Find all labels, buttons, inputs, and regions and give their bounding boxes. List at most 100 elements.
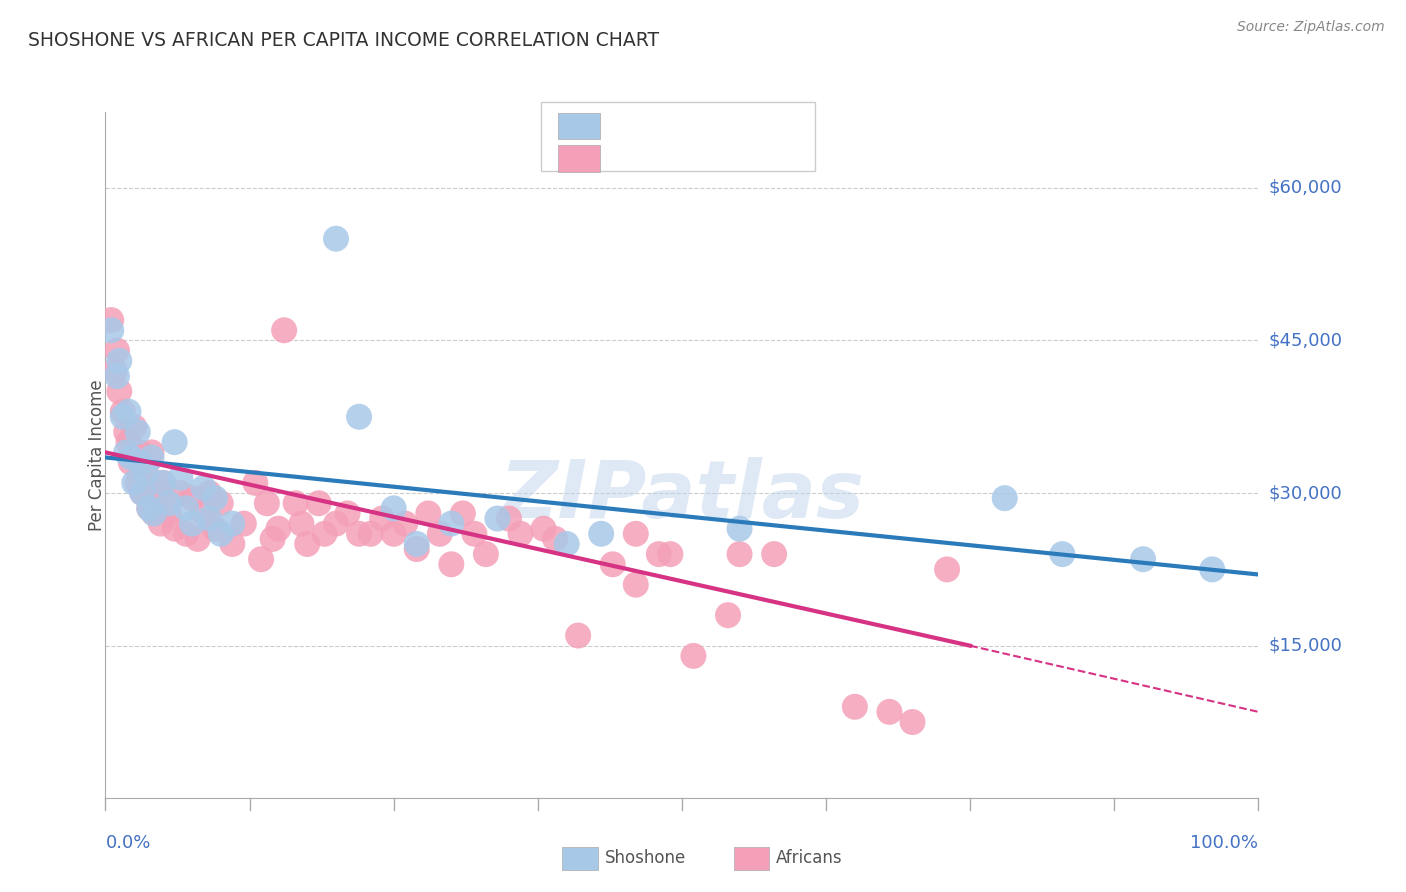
Point [100,323,122,337]
Point [117,405,139,419]
Point [124,475,146,490]
Text: 100.0%: 100.0% [1191,834,1258,852]
Point [405,542,427,557]
Text: $15,000: $15,000 [1268,637,1343,655]
Point [163,522,186,536]
Point [250,552,273,566]
Point [763,547,786,561]
Text: Source: ZipAtlas.com: Source: ZipAtlas.com [1237,20,1385,34]
Point [142,507,165,521]
Point [347,526,370,541]
Point [624,526,647,541]
Point [204,522,226,536]
Point [267,522,290,536]
Point [1132,552,1154,566]
Point [440,558,463,572]
Point [728,522,751,536]
Point [429,526,451,541]
Point [879,705,901,719]
Point [108,353,131,368]
Point [463,526,485,541]
Text: 74: 74 [779,150,801,168]
Point [284,496,307,510]
Point [180,491,204,505]
Point [209,526,232,541]
Point [314,526,336,541]
Point [221,537,243,551]
Point [418,507,440,521]
Point [129,456,152,470]
Point [124,420,146,434]
Point [624,577,647,591]
Point [105,343,128,358]
Text: $45,000: $45,000 [1268,332,1343,350]
Y-axis label: Per Capita Income: Per Capita Income [89,379,105,531]
Point [104,364,127,378]
Point [193,481,215,495]
Point [290,516,312,531]
Point [198,511,221,525]
Point [169,486,191,500]
Point [486,511,509,525]
Point [138,501,160,516]
Point [135,460,157,475]
Point [163,435,186,450]
Point [198,486,221,500]
Point [262,532,284,546]
Text: ZIPatlas: ZIPatlas [499,457,865,535]
Text: R =: R = [617,150,657,168]
Point [232,516,254,531]
Text: SHOSHONE VS AFRICAN PER CAPITA INCOME CORRELATION CHART: SHOSHONE VS AFRICAN PER CAPITA INCOME CO… [28,31,659,50]
Point [509,526,531,541]
Point [127,425,149,439]
Point [325,232,347,246]
Point [141,445,163,459]
Text: Shoshone: Shoshone [605,849,686,867]
Point [245,475,267,490]
Point [180,516,204,531]
Point [394,516,416,531]
Point [129,445,152,459]
Text: N =: N = [730,150,782,168]
Text: R =: R = [617,117,657,135]
Point [111,405,134,419]
Point [308,496,330,510]
Point [1052,547,1074,561]
Point [174,501,197,516]
Point [100,313,122,327]
Point [169,471,191,485]
Point [149,516,172,531]
Point [120,450,142,465]
Point [157,507,180,521]
Point [157,496,180,510]
Point [105,369,128,384]
Point [209,496,232,510]
Point [994,491,1017,505]
Point [717,608,740,623]
Point [555,537,578,551]
Point [440,516,463,531]
Point [382,501,405,516]
Point [901,714,924,729]
Point [111,409,134,424]
Point [297,537,319,551]
Point [152,475,174,490]
Point [256,496,278,510]
Point [152,475,174,490]
Point [131,486,153,500]
Point [187,532,209,546]
Text: 0.0%: 0.0% [105,834,150,852]
Point [844,699,866,714]
Text: -0.538: -0.538 [659,150,717,168]
Point [135,466,157,480]
Point [142,507,165,521]
Point [475,547,498,561]
Point [682,648,704,663]
Point [115,425,138,439]
Point [544,532,567,546]
Text: $30,000: $30,000 [1268,484,1341,502]
Point [174,526,197,541]
Point [533,522,555,536]
Point [131,486,153,500]
Point [567,628,589,642]
